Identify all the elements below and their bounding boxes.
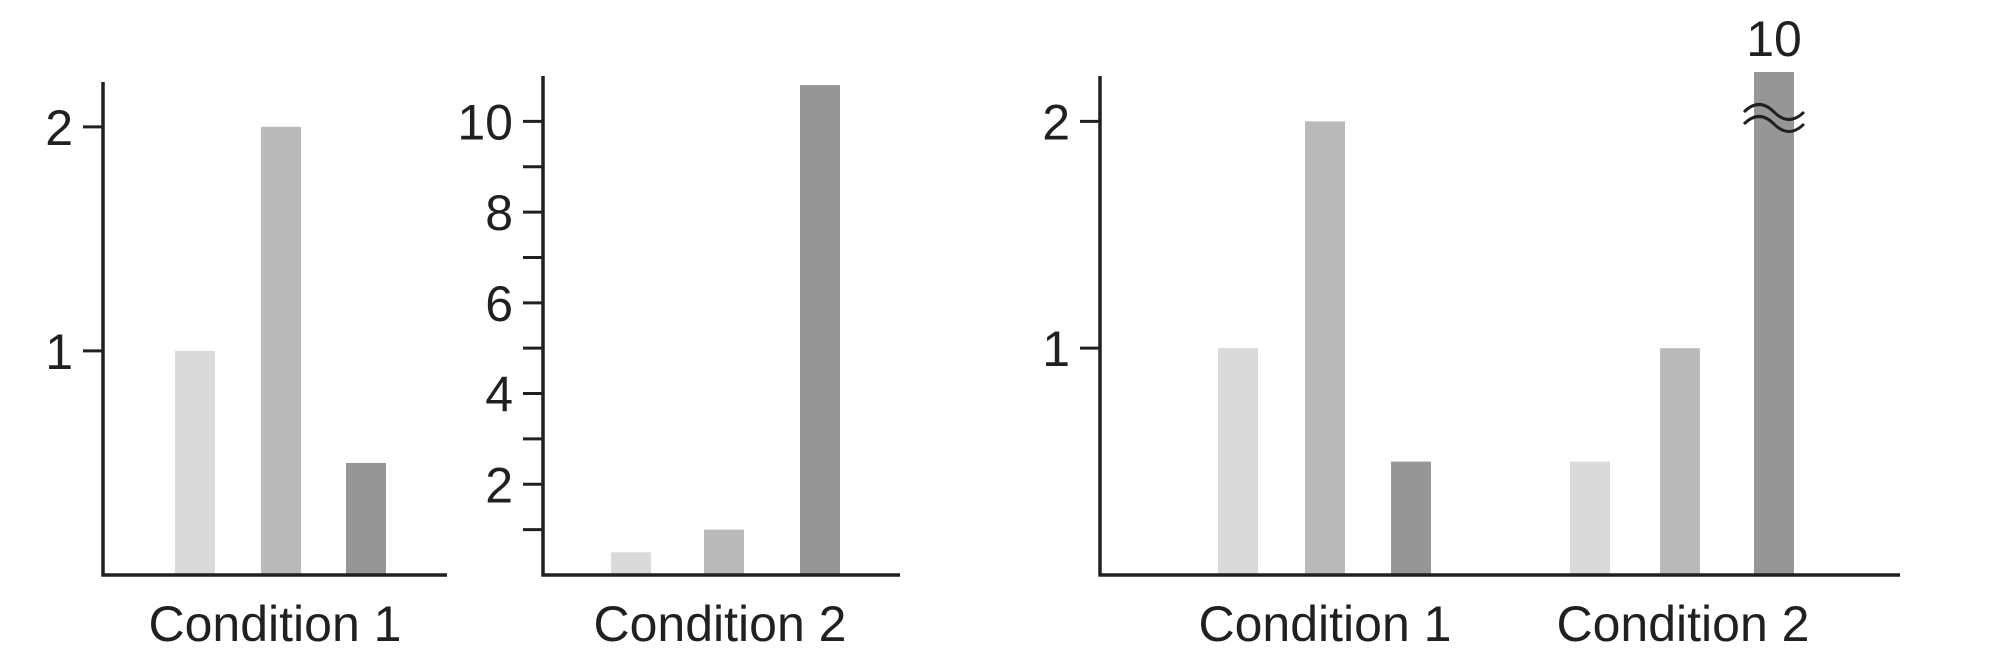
y-tick-label: 1 [45,324,73,380]
chart-panel-combined-broken-axis: Condition 1 10 Condition 2 1 2 [1042,11,1900,652]
y-tick-label: 6 [485,276,513,332]
axis-break-mark-2 [1742,115,1806,133]
bar-condition-2-3 [1754,72,1794,575]
bar-condition-1-1 [1218,348,1258,575]
x-category-label: Condition 2 [1557,596,1810,652]
y-tick-label: 10 [457,94,513,150]
bar-condition-1-2 [261,126,301,576]
x-category-label: Condition 1 [1199,596,1452,652]
chart-panel-condition-1: Condition 1 1 2 [45,82,447,652]
bar-condition-1-2 [1305,121,1345,575]
bar-condition-1-3 [346,462,386,575]
bar-condition-2-3 [800,85,840,575]
bar-condition-2-1 [1570,461,1610,575]
y-tick-label: 1 [1042,321,1070,377]
y-tick-label: 8 [485,185,513,241]
x-category-label: Condition 2 [594,596,847,652]
x-category-label: Condition 1 [149,596,402,652]
bar-condition-1-3 [1391,461,1431,575]
bar-condition-2-1 [611,552,651,575]
y-tick-label: 2 [1042,94,1070,150]
axis-break-value-label: 10 [1746,11,1802,67]
bar-condition-2-2 [1660,348,1700,575]
bar-condition-2-2 [704,529,744,575]
y-tick-label: 2 [485,457,513,513]
y-tick-label: 4 [485,367,513,423]
bar-condition-1-1 [175,350,215,575]
y-tick-label: 2 [45,100,73,156]
chart-panel-condition-2: Condition 2 2 4 6 8 10 [457,76,900,652]
axis-break-mark-1 [1742,103,1806,121]
